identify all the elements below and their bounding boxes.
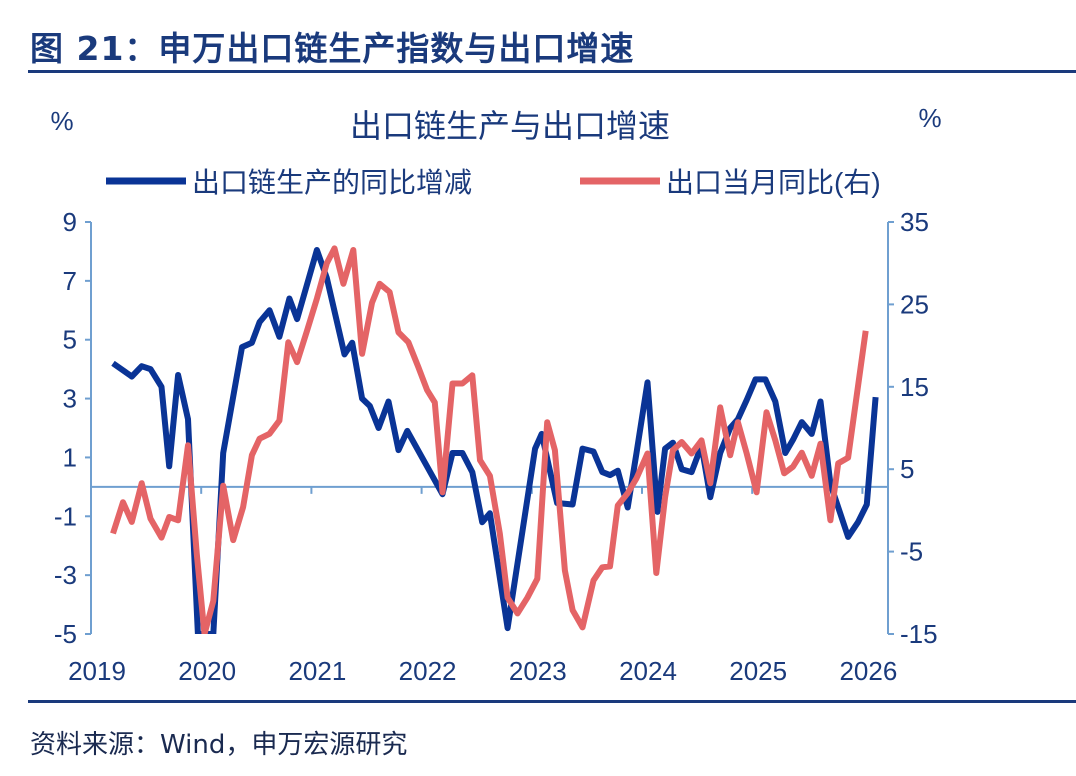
legend-label-blue: 出口链生产的同比增减: [192, 167, 472, 198]
left-tick-label: 1: [63, 442, 77, 472]
right-tick-label: -5: [900, 537, 923, 567]
x-tick-label: 2023: [509, 656, 567, 686]
x-tick-label: 2025: [729, 656, 787, 686]
left-tick-label: -5: [54, 619, 77, 649]
legend: 出口链生产的同比增减 出口当月同比(右): [106, 167, 881, 198]
x-tick-label: 2020: [178, 656, 236, 686]
bottom-rule: [28, 700, 1076, 703]
right-tick-label: 5: [900, 454, 914, 484]
legend-label-red: 出口当月同比(右): [666, 167, 881, 198]
x-tick-label: 2022: [399, 656, 457, 686]
series-line-export-yoy: [110, 245, 869, 634]
left-tick-label: -1: [54, 501, 77, 531]
right-axis-unit: %: [918, 103, 941, 133]
x-tick-label: 2026: [839, 656, 897, 686]
left-tick-label: 5: [63, 325, 77, 355]
left-tick-label: 9: [63, 207, 77, 237]
figure-title: 图 21：申万出口链生产指数与出口增速: [30, 29, 635, 68]
left-tick-label: 7: [63, 266, 77, 296]
source-note: 资料来源：Wind，申万宏源研究: [30, 730, 408, 760]
chart-title: 出口链生产与出口增速: [350, 108, 670, 144]
series-line-export-chain-production: [111, 247, 879, 634]
left-tick-label: 3: [63, 384, 77, 414]
right-tick-label: 15: [900, 372, 929, 402]
right-tick-label: -15: [900, 619, 938, 649]
x-tick-label: 2021: [288, 656, 346, 686]
right-tick-label: 35: [900, 207, 929, 237]
x-tick-label: 2024: [619, 656, 677, 686]
top-rule: [28, 70, 1076, 73]
x-tick-label: 2019: [68, 656, 126, 686]
left-axis-unit: %: [50, 106, 73, 136]
right-tick-label: 25: [900, 289, 929, 319]
left-tick-label: -3: [54, 560, 77, 590]
